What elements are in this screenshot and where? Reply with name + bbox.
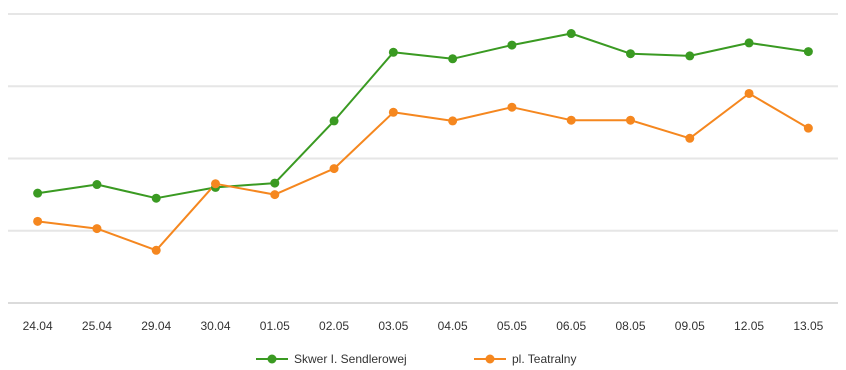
data-point-series-1-06.05[interactable] [566, 29, 576, 39]
data-point-series-2-04.05[interactable] [448, 116, 458, 126]
x-tick-label: 09.05 [675, 319, 705, 333]
x-tick-label: 04.05 [438, 319, 468, 333]
data-point-series-2-12.05[interactable] [744, 88, 754, 98]
data-point-series-2-13.05[interactable] [803, 123, 813, 133]
data-point-series-1-25.04[interactable] [92, 180, 102, 190]
data-point-series-2-05.05[interactable] [507, 102, 517, 112]
data-point-series-1-02.05[interactable] [329, 116, 339, 126]
x-axis-tick-labels: 24.04 25.04 29.04 30.04 01.05 02.05 03.05 04.05… [23, 319, 824, 333]
series-line-1 [37, 32, 809, 200]
x-tick-label: 08.05 [615, 319, 645, 333]
data-point-series-2-30.04[interactable] [211, 179, 220, 189]
data-point-series-1-03.05[interactable] [388, 47, 398, 57]
gridlines [8, 13, 838, 304]
x-tick-label: 13.05 [793, 319, 823, 333]
legend[interactable]: Skwer I. Sendlerowej pl. Teatralny [256, 352, 576, 366]
x-tick-label: 12.05 [734, 319, 764, 333]
data-point-series-1-12.05[interactable] [744, 38, 754, 48]
x-tick-label: 25.04 [82, 319, 112, 333]
data-point-series-1-01.05[interactable] [270, 178, 280, 188]
data-point-series-1-05.05[interactable] [507, 40, 517, 50]
data-point-series-2-09.05[interactable] [685, 133, 695, 143]
x-tick-label: 05.05 [497, 319, 527, 333]
series-points [33, 29, 813, 255]
x-tick-label: 03.05 [378, 319, 408, 333]
data-point-series-1-09.05[interactable] [685, 51, 695, 61]
data-point-series-2-29.04[interactable] [151, 245, 161, 255]
data-point-series-1-24.04[interactable] [33, 188, 43, 198]
x-tick-label: 30.04 [200, 319, 230, 333]
data-point-series-2-25.04[interactable] [92, 224, 102, 234]
legend-swatch-marker [267, 354, 277, 364]
legend-item-2[interactable]: pl. Teatralny [474, 352, 576, 366]
x-tick-label: 01.05 [260, 319, 290, 333]
x-tick-label: 29.04 [141, 319, 171, 333]
data-point-series-2-06.05[interactable] [566, 115, 576, 125]
legend-label: Skwer I. Sendlerowej [294, 352, 407, 366]
x-tick-label: 02.05 [319, 319, 349, 333]
legend-swatch-marker [485, 354, 495, 364]
data-point-series-2-02.05[interactable] [329, 164, 339, 174]
legend-label: pl. Teatralny [512, 352, 576, 366]
data-point-series-2-03.05[interactable] [388, 107, 398, 117]
data-point-series-1-13.05[interactable] [803, 47, 813, 57]
data-point-series-1-08.05[interactable] [626, 49, 635, 59]
data-point-series-2-01.05[interactable] [270, 190, 280, 200]
data-point-series-1-04.05[interactable] [448, 54, 458, 64]
legend-item-1[interactable]: Skwer I. Sendlerowej [256, 352, 407, 366]
data-point-series-1-29.04[interactable] [151, 193, 161, 203]
series-line-2 [37, 92, 809, 252]
x-tick-label: 24.04 [23, 319, 53, 333]
series-lines [37, 32, 809, 252]
x-tick-label: 06.05 [556, 319, 586, 333]
data-point-series-2-08.05[interactable] [626, 115, 635, 125]
data-point-series-2-24.04[interactable] [33, 216, 43, 226]
